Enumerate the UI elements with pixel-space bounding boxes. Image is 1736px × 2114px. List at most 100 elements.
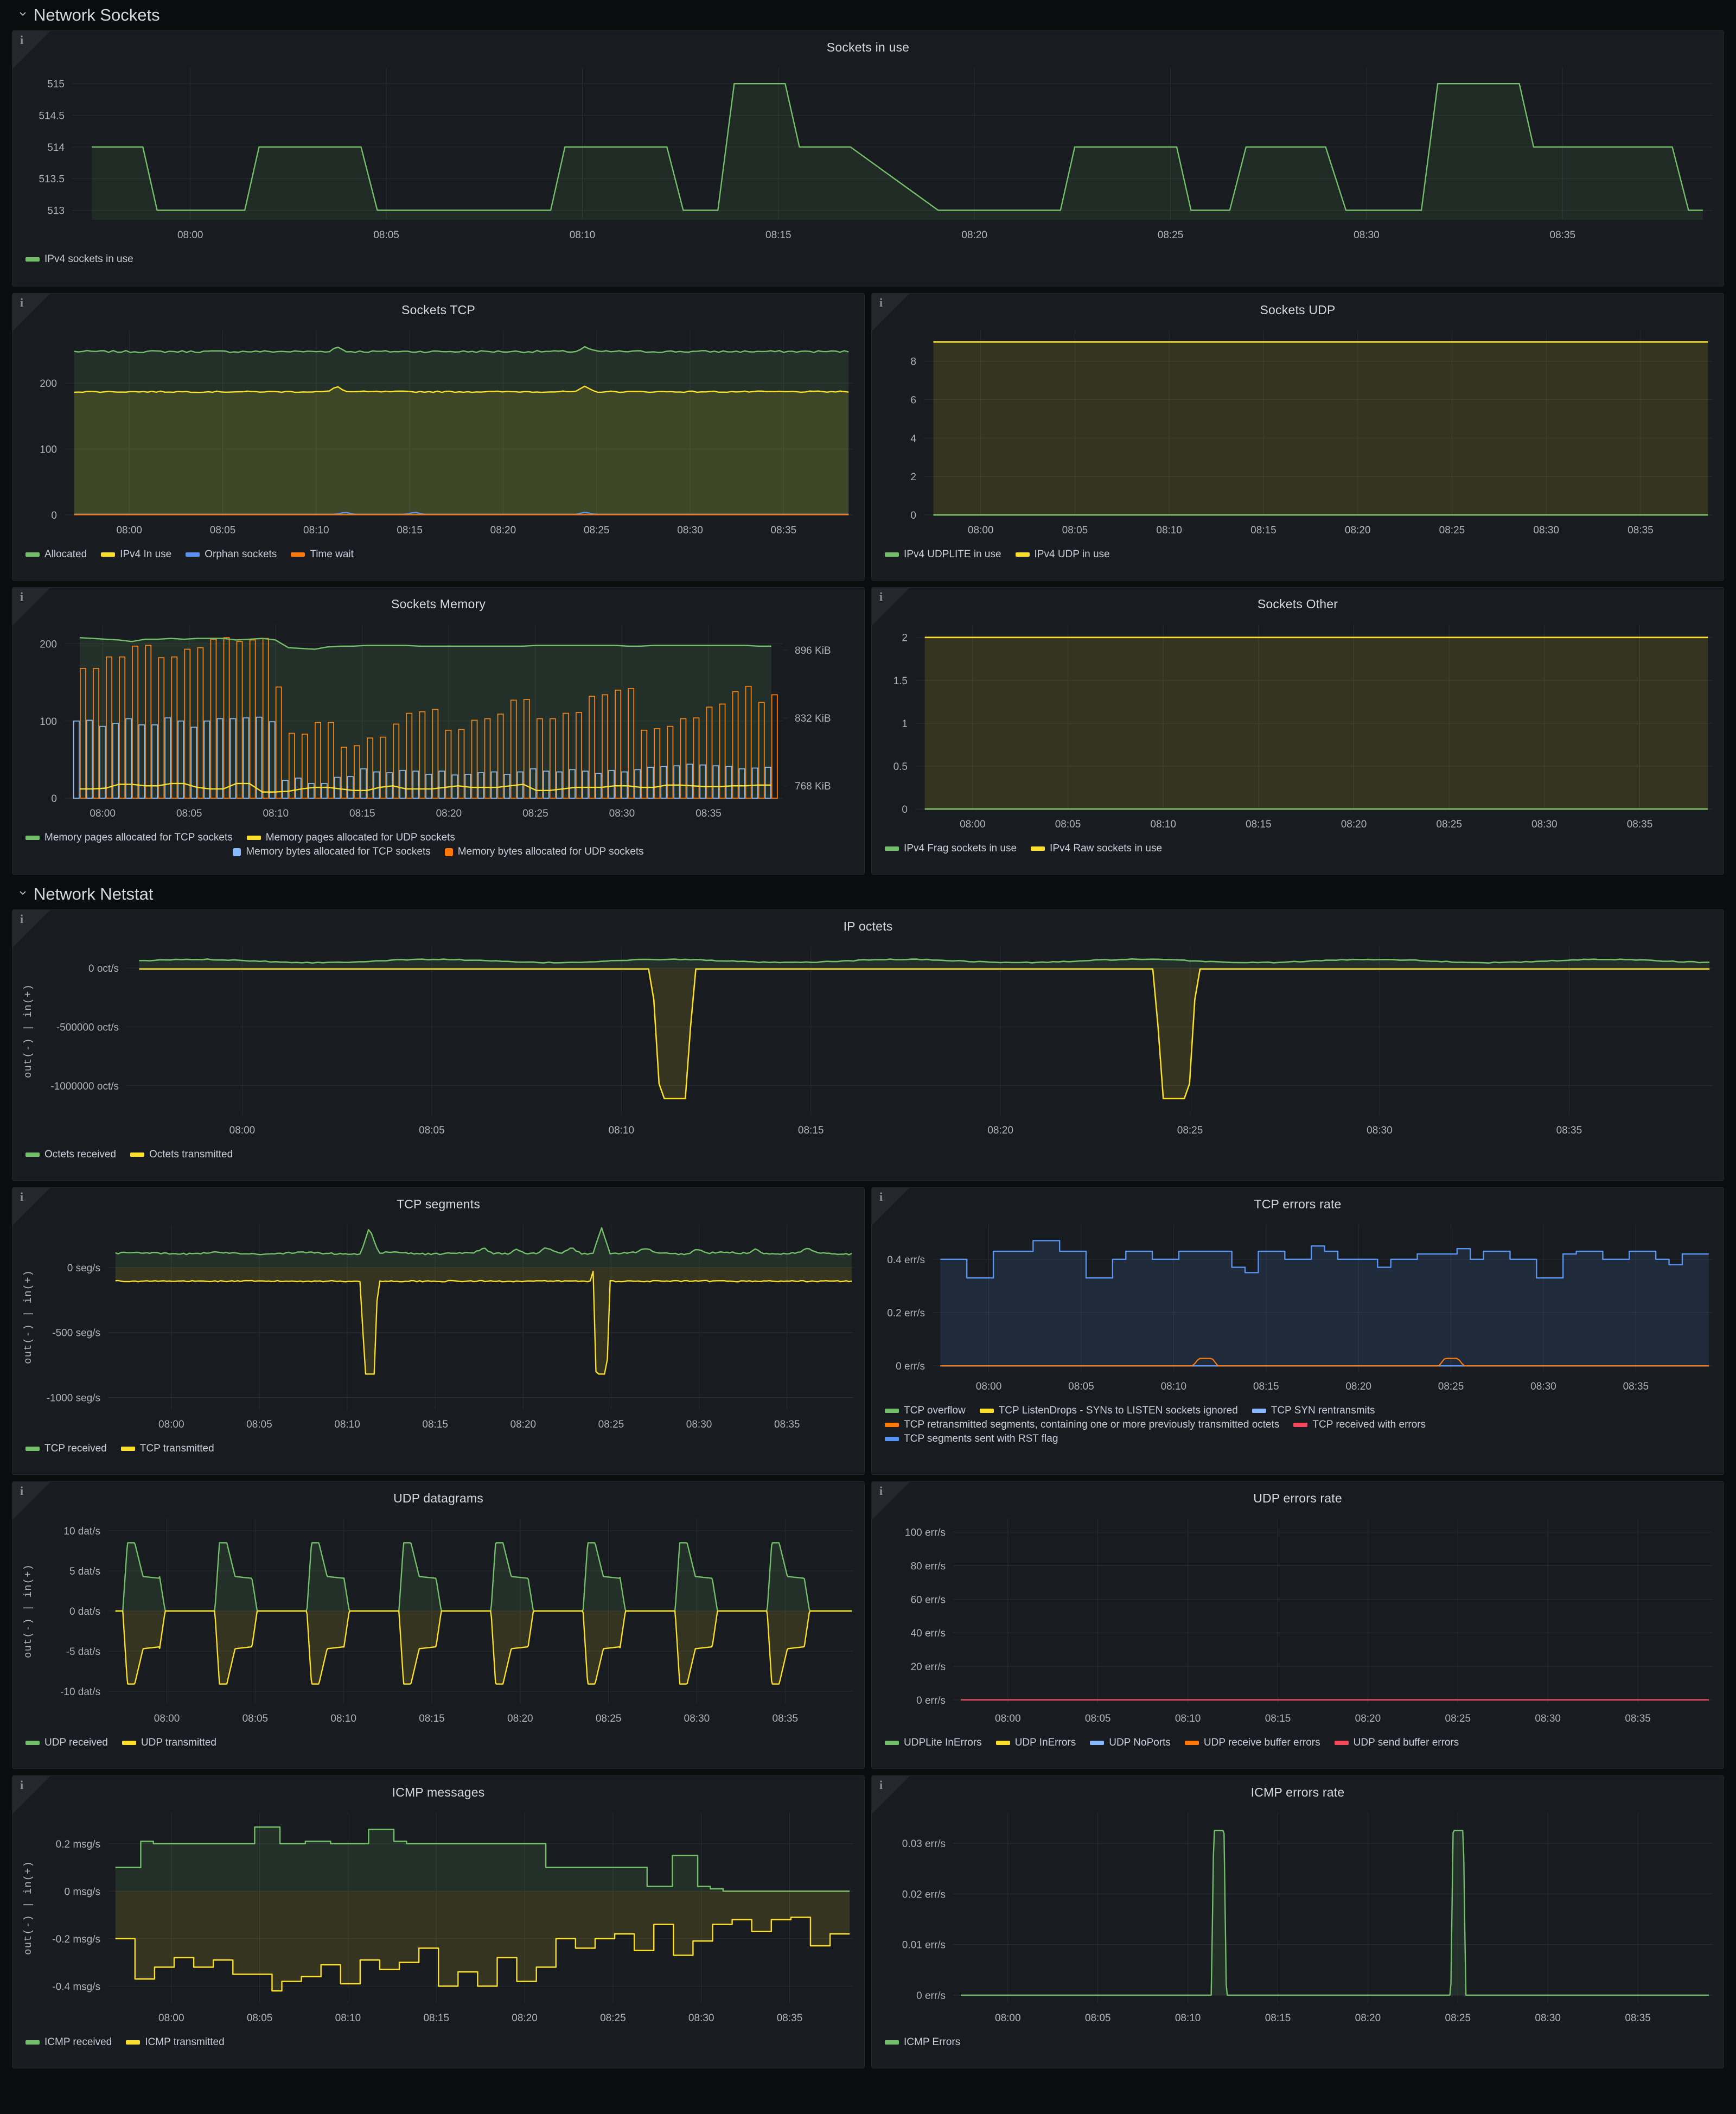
svg-text:0 oct/s: 0 oct/s xyxy=(88,963,119,975)
svg-text:-500000 oct/s: -500000 oct/s xyxy=(56,1022,119,1033)
svg-text:08:20: 08:20 xyxy=(1345,525,1371,536)
info-icon[interactable]: i xyxy=(879,1778,883,1792)
svg-text:08:00: 08:00 xyxy=(154,1713,180,1724)
legend-label: Memory pages allocated for UDP sockets xyxy=(265,832,455,843)
svg-text:08:25: 08:25 xyxy=(600,2013,626,2024)
panel-sockets-tcp: i Sockets TCP 0 100 200 08:00 08:05 08:10 08:1… xyxy=(12,293,865,581)
svg-text:08:35: 08:35 xyxy=(1556,1125,1582,1136)
legend-item[interactable]: ICMP transmitted xyxy=(126,2036,225,2048)
chart-udp-datagrams: -10 dat/s -5 dat/s 0 dat/s 5 dat/s 10 dat/s 0… xyxy=(12,1506,864,1734)
legend-item[interactable]: UDPLite InErrors xyxy=(885,1737,982,1749)
chevron-down-icon[interactable] xyxy=(17,8,28,19)
info-icon[interactable]: i xyxy=(20,296,24,309)
legend-item[interactable]: Memory bytes allocated for UDP sockets xyxy=(444,846,644,858)
svg-text:2: 2 xyxy=(910,472,916,483)
legend-item[interactable]: Orphan sockets xyxy=(186,549,277,561)
info-icon[interactable]: i xyxy=(20,912,24,926)
legend-item[interactable]: Octets transmitted xyxy=(130,1149,233,1161)
legend-item[interactable]: IPv4 UDPLITE in use xyxy=(885,549,1001,561)
info-icon[interactable]: i xyxy=(20,1484,24,1498)
legend-item[interactable]: TCP segments sent with RST flag xyxy=(885,1433,1058,1445)
svg-text:80 err/s: 80 err/s xyxy=(911,1561,946,1572)
legend-item[interactable]: Time wait xyxy=(291,549,354,561)
info-icon[interactable]: i xyxy=(879,1484,883,1498)
legend-item[interactable]: IPv4 sockets in use xyxy=(25,253,133,265)
legend-item[interactable]: UDP received xyxy=(25,1737,108,1749)
legend-swatch xyxy=(25,836,40,840)
svg-text:08:05: 08:05 xyxy=(373,230,399,241)
panel-title: Sockets UDP xyxy=(1260,303,1336,317)
legend-item[interactable]: ICMP Errors xyxy=(885,2036,960,2048)
section-header-network-sockets[interactable]: Network Sockets xyxy=(12,0,1724,30)
legend-item[interactable]: ICMP received xyxy=(25,2036,112,2048)
legend-label: UDP receive buffer errors xyxy=(1203,1737,1320,1748)
svg-text:10 dat/s: 10 dat/s xyxy=(63,1526,100,1537)
info-icon[interactable]: i xyxy=(20,590,24,603)
legend-swatch xyxy=(25,257,40,262)
legend-label: Octets transmitted xyxy=(149,1149,233,1160)
svg-text:0: 0 xyxy=(51,510,57,521)
legend-item[interactable]: Octets received xyxy=(25,1149,116,1161)
svg-text:08:20: 08:20 xyxy=(436,808,462,819)
legend-item[interactable]: UDP receive buffer errors xyxy=(1184,1737,1320,1749)
svg-text:-500 seg/s: -500 seg/s xyxy=(52,1328,100,1339)
svg-text:08:30: 08:30 xyxy=(684,1713,710,1724)
legend-item[interactable]: TCP received xyxy=(25,1443,107,1455)
info-icon[interactable]: i xyxy=(879,296,883,309)
plot-area: 0 err/s 0.2 err/s 0.4 err/s 08:00 08:05 08:10… xyxy=(872,1212,1724,1402)
section-header-network-netstat[interactable]: Network Netstat xyxy=(12,879,1724,909)
legend-swatch xyxy=(885,1423,899,1427)
svg-text:08:25: 08:25 xyxy=(598,1419,624,1430)
svg-text:08:30: 08:30 xyxy=(688,2013,714,2024)
svg-text:08:15: 08:15 xyxy=(1246,819,1272,830)
legend-item[interactable]: UDP NoPorts xyxy=(1090,1737,1171,1749)
svg-text:-1000000 oct/s: -1000000 oct/s xyxy=(50,1081,119,1092)
svg-text:08:00: 08:00 xyxy=(177,230,203,241)
legend-item[interactable]: IPv4 In use xyxy=(101,549,171,561)
legend-item[interactable]: TCP retransmitted segments, containing o… xyxy=(885,1419,1279,1431)
svg-text:08:25: 08:25 xyxy=(1158,230,1184,241)
svg-text:514.5: 514.5 xyxy=(39,111,65,122)
legend-item[interactable]: IPv4 UDP in use xyxy=(1015,549,1110,561)
legend-item[interactable]: UDP InErrors xyxy=(995,1737,1076,1749)
legend-item[interactable]: UDP send buffer errors xyxy=(1334,1737,1459,1749)
chevron-down-icon[interactable] xyxy=(17,887,28,898)
legend-item[interactable]: TCP overflow xyxy=(885,1405,966,1417)
svg-text:0 err/s: 0 err/s xyxy=(916,1990,946,2002)
legend-item[interactable]: TCP ListenDrops - SYNs to LISTEN sockets… xyxy=(979,1405,1238,1417)
info-icon[interactable]: i xyxy=(20,1778,24,1792)
legend-item[interactable]: IPv4 Frag sockets in use xyxy=(885,843,1017,855)
svg-text:0: 0 xyxy=(910,510,916,521)
legend-item[interactable]: IPv4 Raw sockets in use xyxy=(1031,843,1162,855)
legend-item[interactable]: UDP transmitted xyxy=(122,1737,216,1749)
info-icon[interactable]: i xyxy=(20,1190,24,1204)
legend-item[interactable]: Allocated xyxy=(25,549,87,561)
legend-item[interactable]: Memory pages allocated for TCP sockets xyxy=(25,832,233,844)
svg-text:08:30: 08:30 xyxy=(1535,2013,1561,2024)
legend: TCP overflow TCP ListenDrops - SYNs to L… xyxy=(872,1402,1724,1451)
svg-text:08:10: 08:10 xyxy=(609,1125,635,1136)
legend-label: TCP segments sent with RST flag xyxy=(904,1433,1058,1444)
legend-item[interactable]: TCP received with errors xyxy=(1293,1419,1426,1431)
svg-text:08:15: 08:15 xyxy=(397,525,423,536)
info-icon[interactable]: i xyxy=(879,1190,883,1204)
svg-text:100: 100 xyxy=(40,444,57,456)
legend-swatch xyxy=(25,552,40,557)
panel-tcp-errors-rate: i TCP errors rate 0 err/s 0.2 err/s 0.4 er… xyxy=(871,1187,1724,1475)
info-icon[interactable]: i xyxy=(20,33,24,47)
svg-text:4: 4 xyxy=(910,433,916,444)
svg-text:out(-) | in(+): out(-) | in(+) xyxy=(22,1861,34,1955)
info-icon[interactable]: i xyxy=(879,590,883,603)
legend-item[interactable]: TCP SYN rentransmits xyxy=(1252,1405,1375,1417)
legend-label: TCP ListenDrops - SYNs to LISTEN sockets… xyxy=(998,1405,1238,1416)
legend-item[interactable]: Memory pages allocated for UDP sockets xyxy=(246,832,455,844)
legend-label: IPv4 Frag sockets in use xyxy=(904,843,1017,854)
chart-sockets-tcp: 0 100 200 08:00 08:05 08:10 08:15 08:20 08:25 08:… xyxy=(12,317,864,545)
svg-text:1.5: 1.5 xyxy=(893,676,908,687)
svg-text:08:30: 08:30 xyxy=(1535,1713,1561,1724)
svg-text:08:25: 08:25 xyxy=(1445,1713,1471,1724)
legend-item[interactable]: TCP transmitted xyxy=(120,1443,214,1455)
plot-area: 0 err/s 20 err/s 40 err/s 60 err/s 80 err/s 1… xyxy=(872,1506,1724,1734)
legend-item[interactable]: Memory bytes allocated for TCP sockets xyxy=(233,846,431,858)
svg-text:08:25: 08:25 xyxy=(1438,1381,1464,1392)
